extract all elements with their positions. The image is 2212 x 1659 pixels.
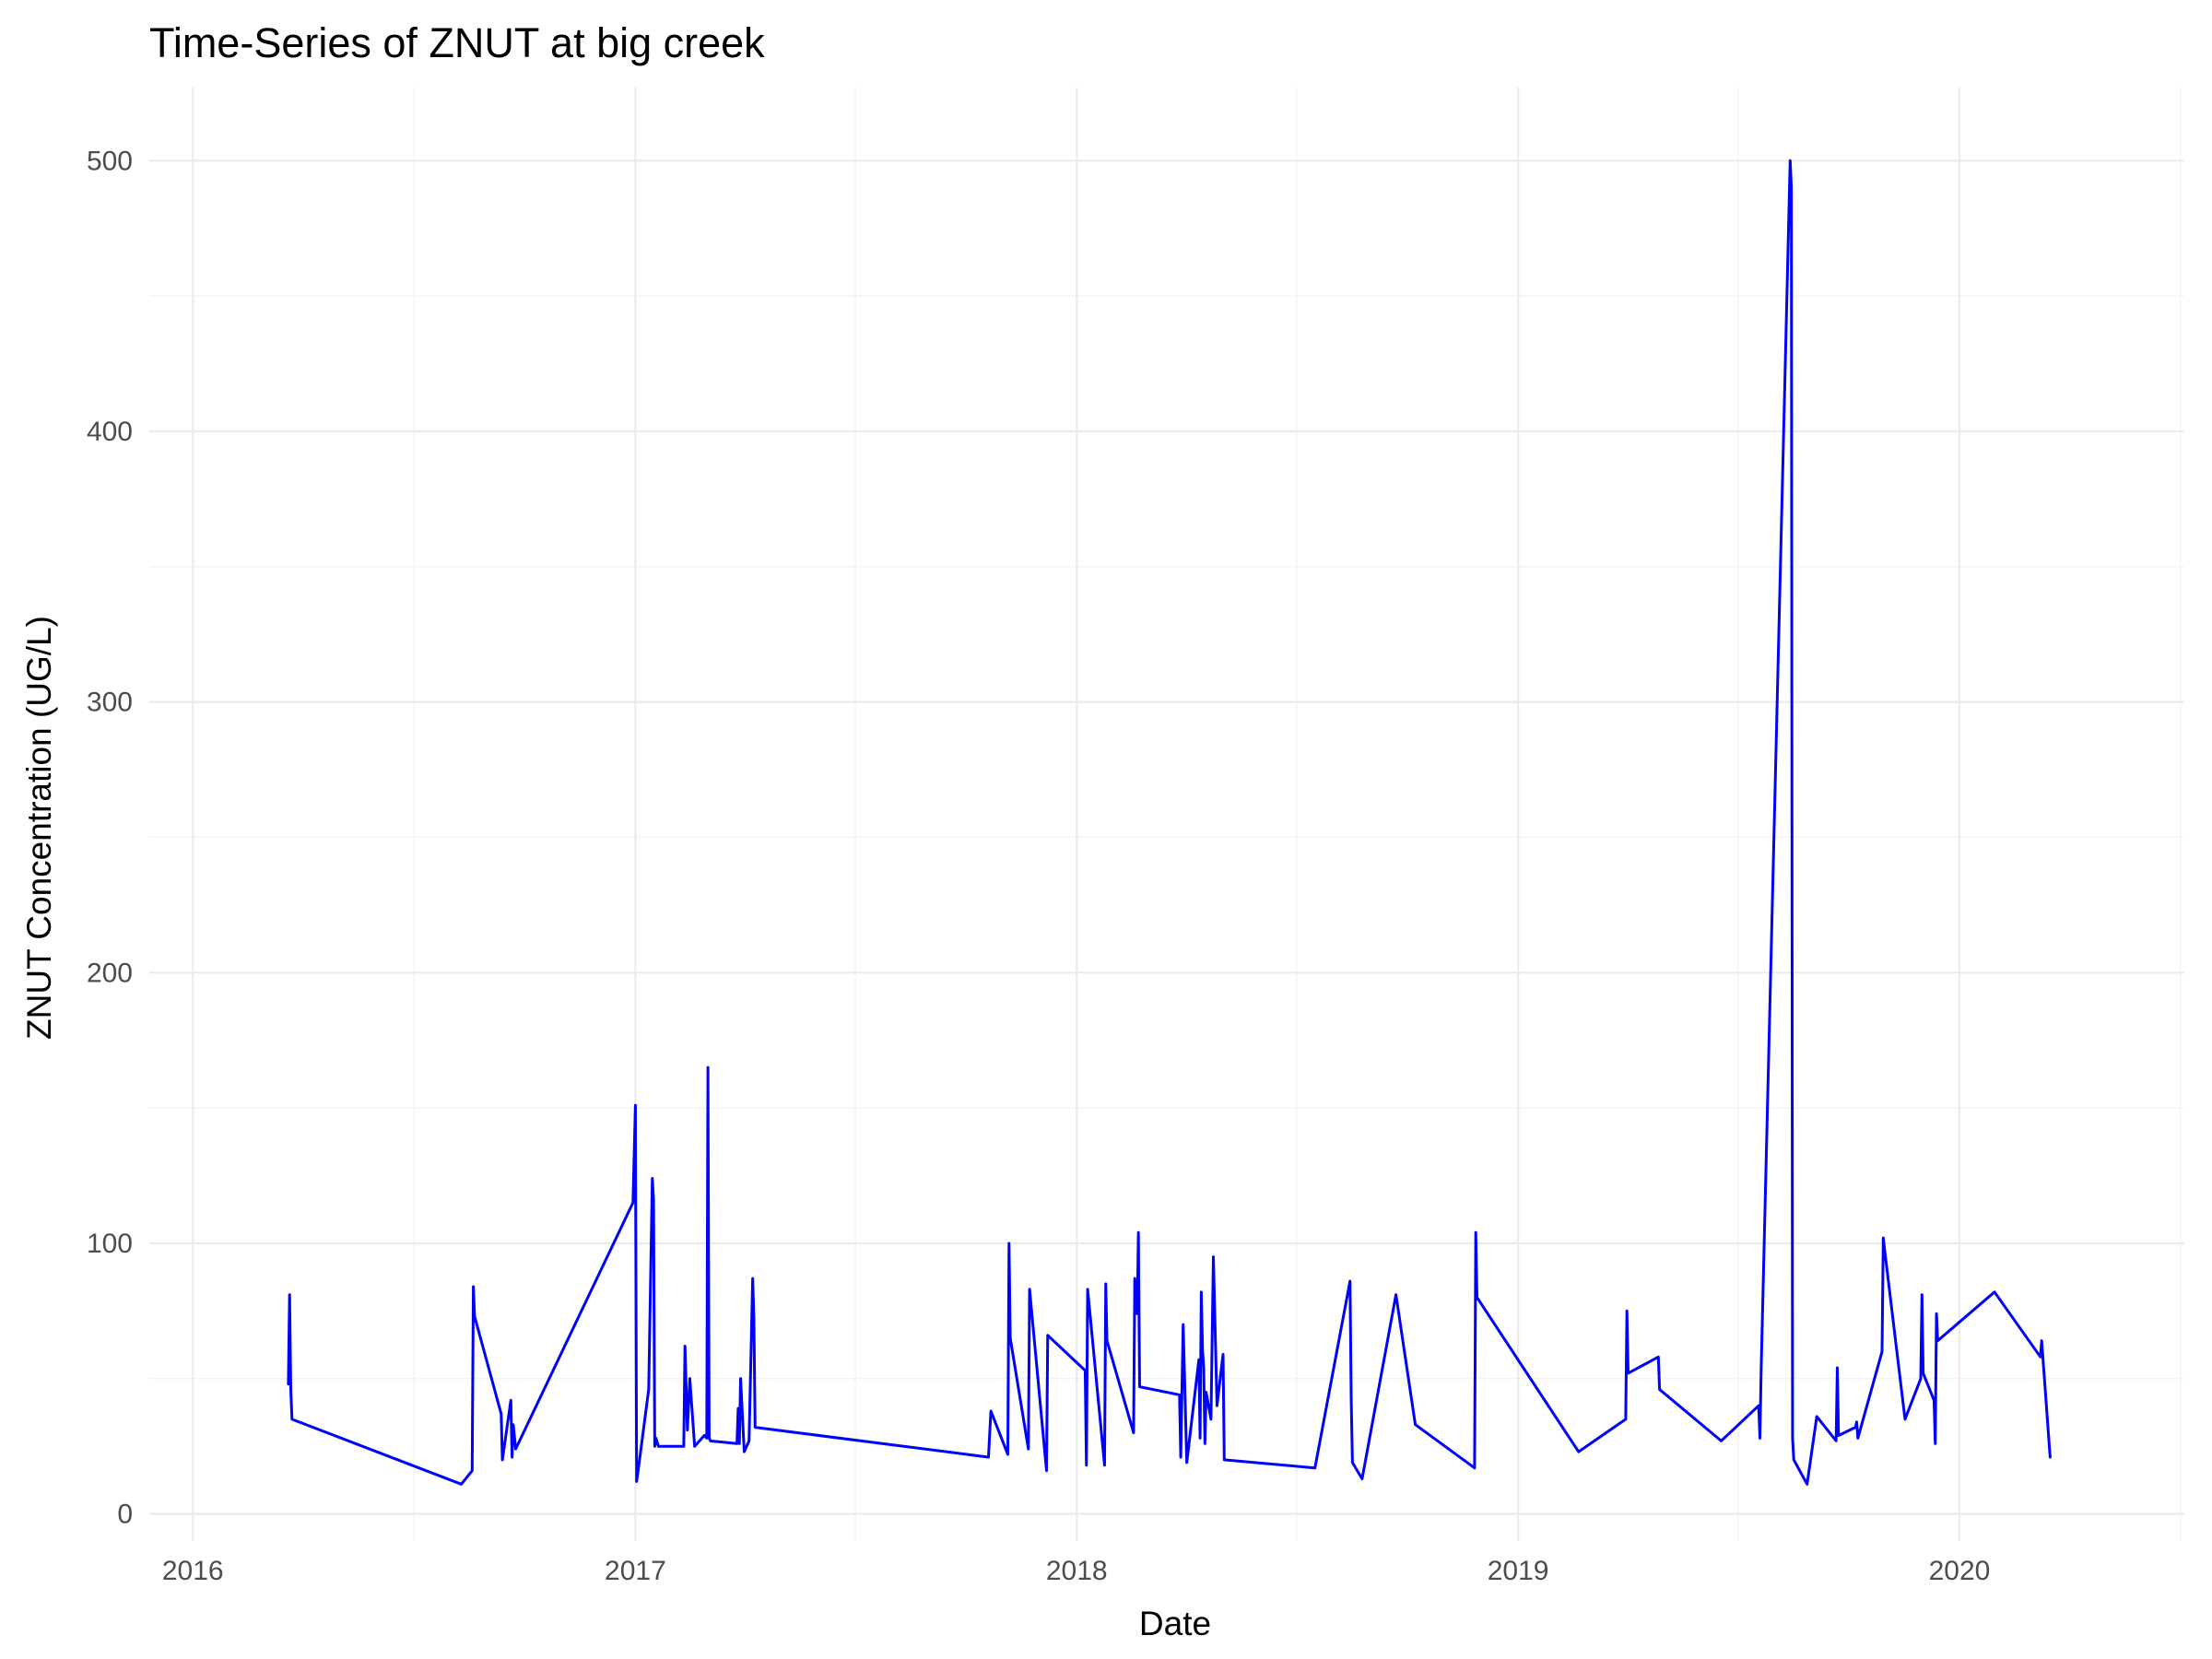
series-line bbox=[287, 159, 2052, 1486]
chart-title: Time-Series of ZNUT at big creek bbox=[149, 19, 765, 66]
x-tick-label: 2016 bbox=[162, 1556, 224, 1586]
y-axis-title: ZNUT Concentration (UG/L) bbox=[20, 616, 58, 1040]
x-tick-label: 2020 bbox=[1929, 1556, 1991, 1586]
y-tick-label: 100 bbox=[87, 1229, 133, 1259]
x-axis-title: Date bbox=[1139, 1605, 1211, 1642]
x-axis-ticks: 2016 2017 2018 2019 2020 bbox=[162, 1556, 1990, 1586]
data-series bbox=[287, 159, 2052, 1486]
y-tick-label: 0 bbox=[117, 1500, 133, 1530]
y-tick-label: 500 bbox=[87, 146, 133, 176]
x-tick-label: 2019 bbox=[1488, 1556, 1549, 1586]
y-tick-label: 300 bbox=[87, 688, 133, 718]
grid bbox=[149, 88, 2184, 1541]
y-axis-ticks: 0 100 200 300 400 500 bbox=[87, 146, 133, 1529]
x-tick-label: 2017 bbox=[605, 1556, 666, 1586]
x-tick-label: 2018 bbox=[1046, 1556, 1108, 1586]
y-tick-label: 200 bbox=[87, 958, 133, 988]
y-tick-label: 400 bbox=[87, 417, 133, 447]
